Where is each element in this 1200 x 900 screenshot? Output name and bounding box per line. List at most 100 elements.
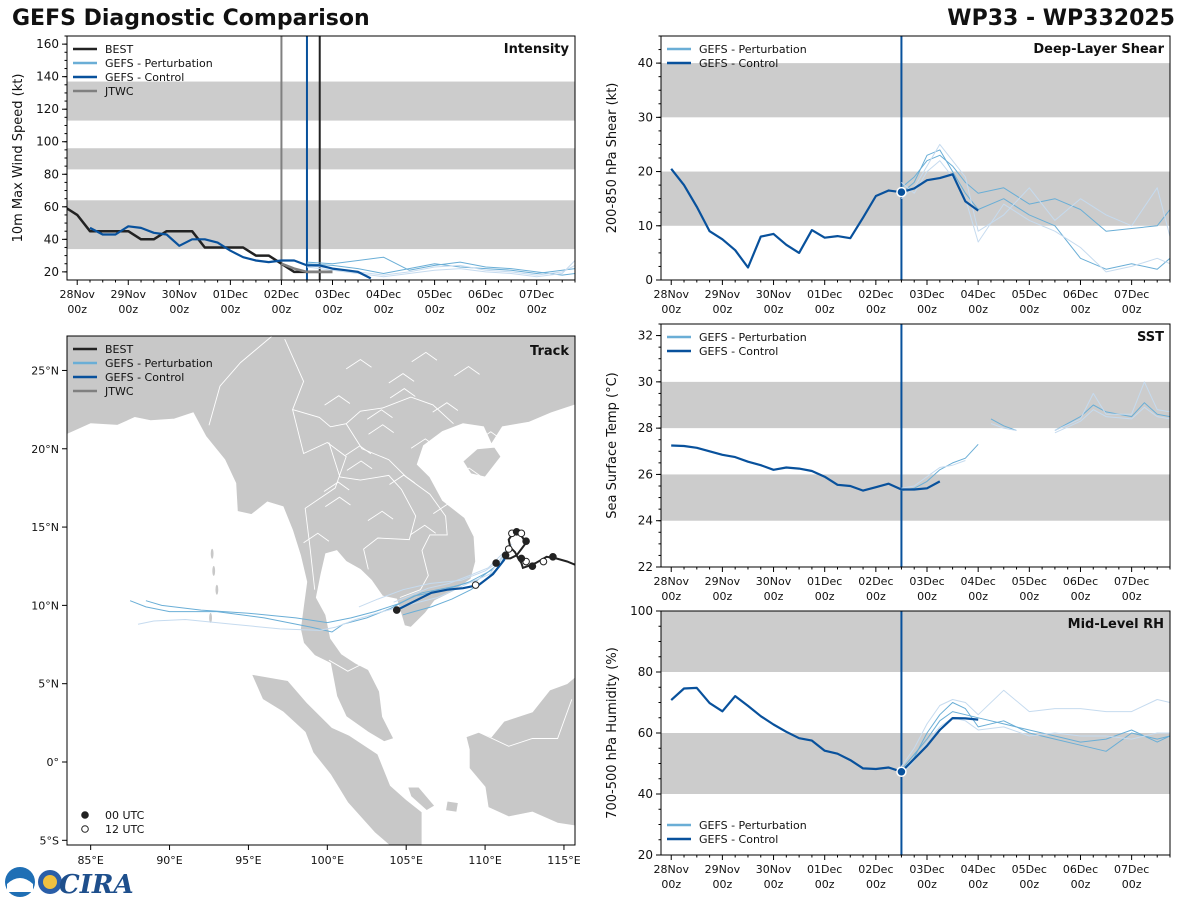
page-title: GEFS Diagnostic Comparison bbox=[12, 6, 370, 31]
rh-series-perturbation_light-2 bbox=[900, 689, 1170, 767]
intensity-xtick-label: 05Dec bbox=[417, 288, 452, 301]
intensity-xtick-label: 01Dec bbox=[213, 288, 248, 301]
sst-xtick-label: 28Nov bbox=[653, 575, 689, 588]
shear-series-perturbation-1 bbox=[901, 149, 1170, 270]
rh-ytick-label: 60 bbox=[638, 726, 653, 740]
shear-xtick-label: 28Nov bbox=[653, 288, 689, 301]
rh-series-perturbation_light-3 bbox=[901, 717, 1170, 777]
rh-xtick-label: 02Dec bbox=[858, 863, 893, 876]
intensity-legend-label: BEST bbox=[105, 43, 133, 56]
sst-plot-area bbox=[661, 324, 1170, 567]
rh-xtick-label: 03Dec bbox=[909, 863, 944, 876]
track-xtick-label: 100°E bbox=[311, 854, 344, 867]
intensity-xtick-label: 00z bbox=[169, 303, 189, 316]
sst-ylabel: Sea Surface Temp (°C) bbox=[605, 372, 620, 519]
intensity-ytick-label: 60 bbox=[44, 200, 59, 214]
track-title: Track bbox=[530, 344, 569, 359]
rh-xtick-label: 07Dec bbox=[1114, 863, 1149, 876]
shear-xtick-label: 00z bbox=[712, 303, 732, 316]
sst-series-perturbation-0 bbox=[901, 443, 979, 492]
shear-xtick-label: 06Dec bbox=[1063, 288, 1098, 301]
sst-ytick-label: 26 bbox=[638, 467, 653, 481]
sst-band-0 bbox=[661, 474, 1170, 521]
andaman-island bbox=[215, 584, 219, 595]
track-marker-legend-label: 12 UTC bbox=[105, 823, 145, 836]
shear-ytick-label: 20 bbox=[638, 165, 653, 179]
sst-ytick-label: 24 bbox=[638, 514, 653, 528]
shear-xtick-label: 00z bbox=[1019, 303, 1039, 316]
shear-xtick-label: 01Dec bbox=[807, 288, 842, 301]
border-line bbox=[292, 409, 347, 590]
track-panel: 85°E 90°E 95°E 100°E 105°E 110°E 115°E 5°S 0° 5°N… bbox=[31, 335, 581, 867]
intensity-xtick-label: 00z bbox=[527, 303, 547, 316]
mainland-land bbox=[67, 336, 575, 743]
sst-series-perturbation_light-6 bbox=[1054, 406, 1170, 434]
intensity-series-perturbation-1 bbox=[306, 256, 575, 276]
andaman-island bbox=[212, 565, 216, 576]
track-legend-label: GEFS - Control bbox=[105, 371, 184, 384]
sst-xtick-label: 00z bbox=[1071, 590, 1091, 603]
intensity-band-0 bbox=[67, 200, 575, 250]
rh-xtick-label: 00z bbox=[968, 878, 988, 891]
shear-ytick-label: 40 bbox=[638, 56, 653, 70]
track-best-marker bbox=[517, 529, 526, 538]
intensity-xtick-label: 30Nov bbox=[162, 288, 198, 301]
shear-xtick-label: 02Dec bbox=[858, 288, 893, 301]
province-line bbox=[345, 445, 372, 456]
track-perturbation-2 bbox=[137, 548, 508, 631]
intensity-xtick-label: 07Dec bbox=[519, 288, 554, 301]
province-line bbox=[368, 424, 394, 435]
rh-xtick-label: 00z bbox=[815, 878, 835, 891]
province-line bbox=[410, 524, 436, 536]
rh-ytick-label: 100 bbox=[630, 604, 653, 618]
sst-xtick-label: 06Dec bbox=[1063, 575, 1098, 588]
sst-ytick-label: 32 bbox=[638, 329, 653, 343]
intensity-ytick-label: 100 bbox=[36, 135, 59, 149]
province-line bbox=[432, 402, 459, 413]
province-line bbox=[366, 409, 393, 420]
rh-xtick-label: 30Nov bbox=[756, 863, 792, 876]
rh-xtick-label: 00z bbox=[917, 878, 937, 891]
track-xtick-label: 95°E bbox=[235, 854, 261, 867]
province-line bbox=[454, 365, 480, 377]
shear-init-point bbox=[896, 186, 907, 198]
intensity-title: Intensity bbox=[504, 42, 570, 57]
province-line bbox=[367, 510, 394, 521]
sst-xtick-label: 05Dec bbox=[1012, 575, 1047, 588]
rh-xtick-label: 28Nov bbox=[653, 863, 689, 876]
rh-xtick-label: 00z bbox=[712, 878, 732, 891]
intensity-xtick-label: 00z bbox=[425, 303, 445, 316]
province-line bbox=[389, 474, 415, 485]
track-best-marker bbox=[528, 562, 537, 571]
track-control-marker bbox=[392, 606, 401, 614]
track-xtick-label: 105°E bbox=[389, 854, 422, 867]
intensity-ytick-label: 20 bbox=[44, 265, 59, 279]
shear-band-1 bbox=[661, 63, 1170, 118]
track-marker-legend-label: 00 UTC bbox=[105, 809, 145, 822]
rh-xtick-label: 00z bbox=[1019, 878, 1039, 891]
sst-xtick-label: 00z bbox=[815, 590, 835, 603]
rh-xtick-label: 29Nov bbox=[705, 863, 741, 876]
intensity-series-perturbation_light-3 bbox=[306, 260, 575, 278]
shear-xtick-label: 00z bbox=[815, 303, 835, 316]
track-control-marker bbox=[492, 559, 500, 567]
province-line bbox=[346, 460, 373, 471]
rh-ytick-label: 80 bbox=[638, 665, 653, 679]
rh-xtick-label: 00z bbox=[1122, 878, 1142, 891]
intensity-band-1 bbox=[67, 148, 575, 170]
sst-title: SST bbox=[1137, 330, 1164, 345]
bangka-land bbox=[407, 786, 436, 811]
track-control bbox=[396, 548, 510, 612]
province-line bbox=[303, 532, 330, 544]
province-line bbox=[345, 358, 372, 370]
rh-series-perturbation-1 bbox=[901, 702, 1170, 773]
intensity-legend-label: GEFS - Perturbation bbox=[105, 57, 213, 70]
sst-xtick-label: 07Dec bbox=[1114, 575, 1149, 588]
shear-xtick-label: 00z bbox=[866, 303, 886, 316]
track-control-marker bbox=[471, 581, 480, 589]
sst-xtick-label: 00z bbox=[968, 590, 988, 603]
track-ytick-label: 0° bbox=[47, 756, 60, 769]
rh-xtick-label: 00z bbox=[1071, 878, 1091, 891]
shear-xtick-label: 04Dec bbox=[961, 288, 996, 301]
sumatra-land bbox=[250, 673, 423, 845]
